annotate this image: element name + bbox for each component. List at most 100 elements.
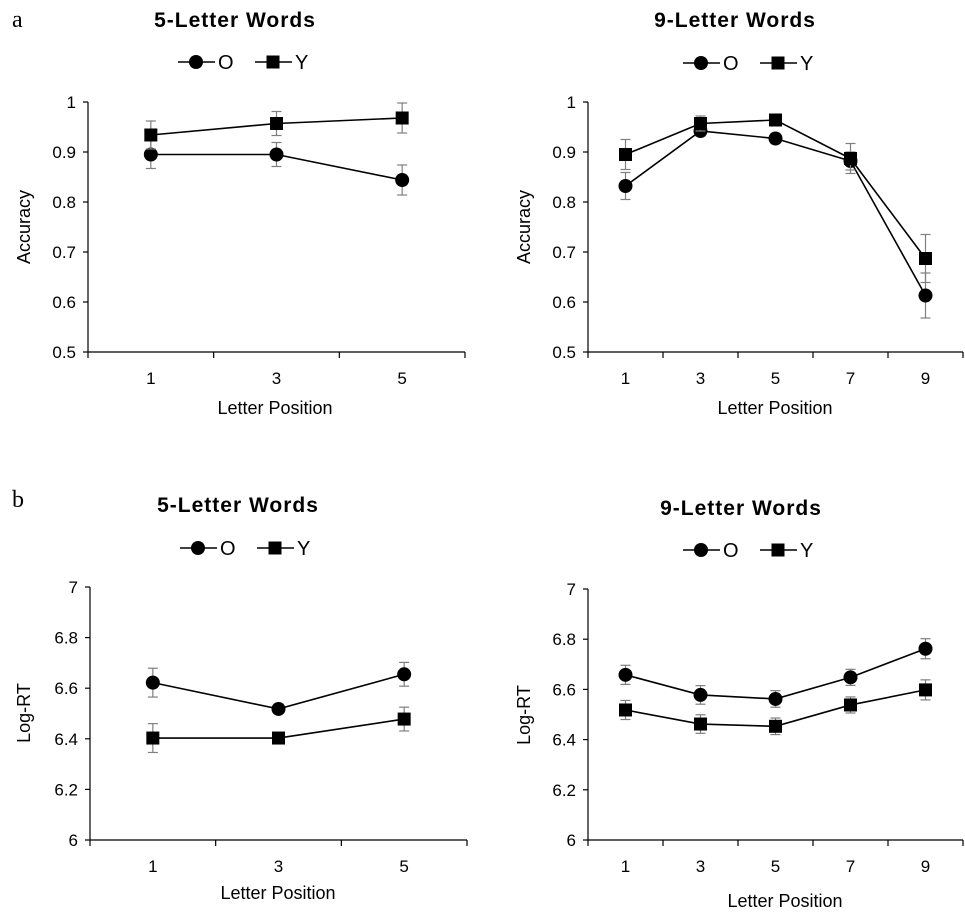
x-tick-label: 5 (397, 369, 406, 388)
legend-marker-circle (694, 56, 708, 70)
legend-item-Y: Y (760, 540, 813, 562)
data-point-Y (144, 128, 158, 142)
data-point-Y (919, 683, 932, 697)
panel-label-b: b (12, 487, 24, 513)
x-tick-label: 7 (846, 857, 855, 876)
y-tick-label: 7 (567, 580, 576, 599)
x-axis-label: Letter Position (217, 398, 332, 418)
data-point-O (768, 131, 783, 146)
y-axis-label: Accuracy (514, 190, 534, 264)
data-point-Y (397, 712, 411, 726)
x-tick-label: 5 (771, 857, 780, 876)
x-tick-label: 1 (146, 369, 155, 388)
data-point-Y (272, 731, 285, 745)
series-O (143, 139, 410, 196)
x-tick-label: 3 (274, 857, 283, 876)
data-point-Y (919, 252, 932, 265)
data-point-O (843, 670, 858, 685)
legend-marker-circle (189, 55, 203, 69)
x-tick-label: 3 (696, 857, 705, 876)
x-tick-label: 5 (399, 857, 408, 876)
x-axis-label: Letter Position (220, 883, 335, 903)
legend-label: Y (295, 52, 308, 74)
data-point-Y (694, 117, 707, 130)
series-Y (144, 102, 409, 150)
y-axis-label: Log-RT (514, 685, 534, 745)
y-tick-label: 0.9 (52, 143, 76, 162)
y-tick-label: 6.4 (552, 731, 576, 750)
legend-item-O: O (180, 538, 236, 560)
chart-title: 9-Letter Words (654, 9, 816, 32)
chart-title: 5-Letter Words (154, 9, 316, 32)
x-tick-label: 9 (921, 369, 930, 388)
data-point-O (395, 173, 410, 187)
legend-label: O (218, 52, 234, 74)
x-tick-label: 1 (621, 369, 630, 388)
chart-2: 9-Letter Words O Y 0.5 0.6 0.7 0.8 0.9 1 1 3 5 7 9 Let… (514, 9, 964, 418)
y-tick-label: 6.8 (54, 629, 78, 648)
legend-item-Y: Y (760, 53, 813, 75)
y-tick-label: 0.8 (552, 193, 576, 212)
chart-4: 9-Letter Words O Y 6 6.2 6.4 6.6 6.8 7 1 3 5 7 9 Lette… (514, 497, 964, 911)
y-tick-label: 6.4 (54, 730, 78, 749)
y-tick-label: 0.5 (52, 343, 76, 362)
x-tick-label: 7 (846, 369, 855, 388)
x-tick-label: 1 (621, 857, 630, 876)
legend-label: O (723, 540, 739, 562)
x-tick-label: 1 (148, 857, 157, 876)
legend-item-Y: Y (255, 52, 308, 74)
chart-3: 5-Letter Words O Y 6 6.2 6.4 6.6 6.8 7 1 3 5 Letter … (14, 494, 468, 903)
series-line-O (625, 130, 927, 296)
x-tick-label: 5 (771, 369, 780, 388)
legend-marker-square (266, 55, 280, 69)
y-tick-label: 0.7 (52, 243, 76, 262)
data-point-Y (619, 148, 632, 161)
series-Y (146, 706, 411, 754)
y-tick-label: 0.7 (552, 243, 576, 262)
legend-marker-square (268, 541, 282, 555)
data-point-Y (694, 717, 707, 731)
data-point-O (618, 667, 633, 682)
data-point-O (918, 288, 933, 303)
y-axis-label: Log-RT (14, 683, 34, 743)
data-point-O (271, 701, 286, 716)
y-tick-label: 6.6 (552, 680, 576, 699)
y-tick-label: 6 (567, 831, 576, 850)
y-tick-label: 6.2 (552, 781, 576, 800)
data-point-Y (769, 113, 782, 127)
data-point-Y (769, 719, 782, 733)
y-tick-label: 6.8 (552, 630, 576, 649)
data-point-Y (270, 117, 283, 130)
legend-marker-square (771, 56, 785, 70)
data-point-O (397, 667, 412, 682)
legend-item-Y: Y (257, 538, 310, 560)
x-tick-label: 3 (272, 369, 281, 388)
series-O (145, 661, 412, 716)
series-O (618, 638, 933, 708)
legend-marker-circle (191, 541, 205, 555)
chart-title: 5-Letter Words (157, 494, 319, 517)
y-tick-label: 0.8 (52, 193, 76, 212)
y-tick-label: 0.5 (552, 343, 576, 362)
y-tick-label: 0.6 (552, 293, 576, 312)
y-tick-label: 0.6 (52, 293, 76, 312)
y-tick-label: 1 (567, 93, 576, 112)
y-axis-label: Accuracy (14, 190, 34, 264)
chart-1: 5-Letter Words O Y 0.5 0.6 0.7 0.8 0.9 1 1 3 5 Lette… (14, 9, 466, 418)
legend-label: O (723, 53, 739, 75)
legend-item-O: O (683, 53, 739, 75)
y-tick-label: 6.6 (54, 679, 78, 698)
data-point-O (269, 147, 284, 162)
data-point-Y (146, 731, 160, 745)
legend-label: Y (800, 53, 813, 75)
data-point-O (768, 691, 783, 706)
series-Y (619, 113, 932, 284)
x-axis-label: Letter Position (717, 398, 832, 418)
y-tick-label: 6 (69, 831, 78, 850)
legend-item-O: O (683, 540, 739, 562)
legend-label: O (220, 538, 236, 560)
data-point-Y (844, 152, 857, 165)
data-point-O (618, 179, 633, 193)
legend-marker-circle (694, 543, 708, 557)
panel-label-a: a (12, 7, 23, 33)
